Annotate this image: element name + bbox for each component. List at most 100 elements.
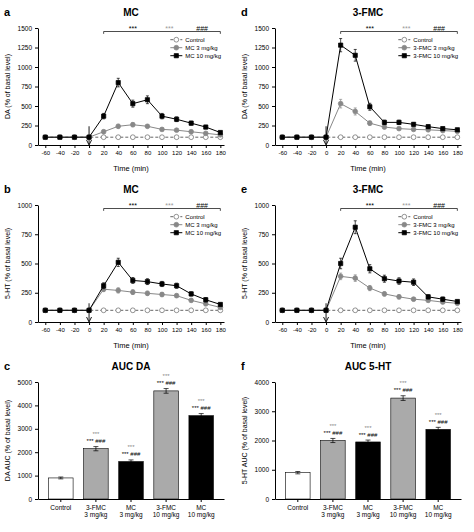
tick: 0 — [28, 319, 38, 326]
tick-label-line: 10 mg/kg — [188, 511, 215, 519]
marker — [160, 127, 165, 132]
injection-arrow — [87, 126, 92, 145]
tick: 3-FMC10 mg/kg — [390, 499, 417, 519]
tick-mark — [272, 441, 275, 442]
legend-marker — [174, 214, 179, 219]
error-bar — [456, 300, 459, 303]
error-bar — [383, 120, 386, 124]
annotation: *** — [329, 423, 337, 429]
tick: 40 — [115, 322, 122, 333]
tick-label: 3-FMC10 mg/kg — [390, 504, 417, 519]
error-bar — [436, 427, 441, 431]
legend-marker — [174, 45, 179, 50]
series — [43, 287, 223, 313]
tick: 80 — [145, 322, 152, 333]
tick-label: 1250 — [255, 44, 270, 51]
series — [280, 99, 460, 139]
marker — [43, 135, 48, 140]
axis-line — [276, 322, 462, 323]
annotation: *** — [402, 202, 410, 209]
tick: 750 — [258, 83, 275, 90]
annotation: *** — [127, 444, 135, 450]
marker — [294, 135, 299, 140]
marker — [294, 308, 299, 313]
marker — [426, 308, 431, 313]
error-bar — [161, 113, 164, 118]
tick-label: 100 — [394, 327, 405, 333]
tick: 750 — [21, 83, 38, 90]
legend-entry: 3-FMC 3 mg/kg — [398, 45, 454, 51]
tick-label: 20 — [338, 150, 345, 156]
tick-label: 40 — [352, 150, 359, 156]
tick-mark — [177, 322, 178, 325]
tick: 180 — [453, 322, 464, 333]
tick: -20 — [71, 145, 80, 156]
error-bar — [456, 128, 459, 131]
tick-mark — [35, 205, 38, 206]
legend-entry: MC 3 mg/kg — [170, 222, 217, 228]
figure: 0250500750100012501500MCaDA (% of basal … — [0, 0, 474, 532]
legend-marker — [402, 45, 407, 50]
significance-bracket — [104, 32, 221, 34]
marker — [130, 135, 135, 140]
tick-label: 80 — [382, 327, 389, 333]
tick-mark — [162, 145, 163, 148]
tick: 1000 — [255, 466, 275, 473]
legend-label: MC 10 mg/kg — [185, 53, 221, 59]
tick-mark — [272, 106, 275, 107]
marker — [382, 120, 386, 124]
tick-label: 3000 — [255, 408, 270, 415]
tick-label: -20 — [308, 327, 317, 333]
tick-mark — [118, 322, 119, 325]
tick-label: Control — [50, 504, 72, 511]
tick-mark — [443, 322, 444, 325]
y-axis: 01000200030004000 — [255, 379, 276, 503]
legend-marker — [402, 37, 407, 42]
marker — [353, 109, 358, 114]
tick-mark — [272, 411, 275, 412]
axis-line — [38, 29, 39, 146]
marker — [280, 308, 285, 313]
legend-marker — [402, 231, 406, 235]
x-axis-title: Time (min) — [113, 341, 149, 350]
marker — [203, 308, 208, 313]
tick-mark — [35, 126, 38, 127]
tick: -40 — [293, 145, 302, 156]
y-axis: 0250500750100012501500 — [18, 25, 39, 149]
tick: 60 — [130, 322, 137, 333]
tick-mark — [403, 499, 404, 502]
tick-label: 500 — [21, 103, 32, 110]
marker — [58, 308, 62, 312]
tick-label: 1250 — [18, 44, 33, 51]
bar — [356, 442, 381, 499]
tick: 1500 — [18, 25, 38, 32]
tick: 20 — [338, 322, 345, 333]
tick-mark — [370, 145, 371, 148]
marker — [440, 308, 445, 313]
tick: -60 — [41, 145, 50, 156]
tick: 250 — [21, 289, 38, 296]
tick-label-line: MC — [363, 504, 373, 511]
tick: 40 — [115, 145, 122, 156]
x-axis-title: Time (min) — [113, 164, 149, 173]
marker — [130, 308, 135, 313]
tick: 0 — [325, 145, 329, 156]
marker — [353, 53, 357, 57]
error-bar — [383, 125, 386, 128]
panel: 02505007501000MCb5-HT (% of basal level)… — [4, 183, 227, 350]
tick-mark — [297, 145, 298, 148]
error-bar — [117, 258, 120, 266]
tick-mark — [35, 48, 38, 49]
error-bar — [401, 396, 406, 401]
error-bar — [102, 130, 105, 133]
legend-label: MC 3 mg/kg — [185, 45, 217, 51]
panel-label: e — [241, 183, 247, 195]
tick-label: 500 — [258, 103, 269, 110]
tick: -60 — [278, 322, 287, 333]
marker — [102, 114, 106, 118]
series-line — [45, 83, 220, 138]
marker — [204, 125, 208, 129]
error-bar — [427, 125, 430, 128]
marker — [353, 135, 358, 140]
error-bar — [368, 103, 371, 110]
